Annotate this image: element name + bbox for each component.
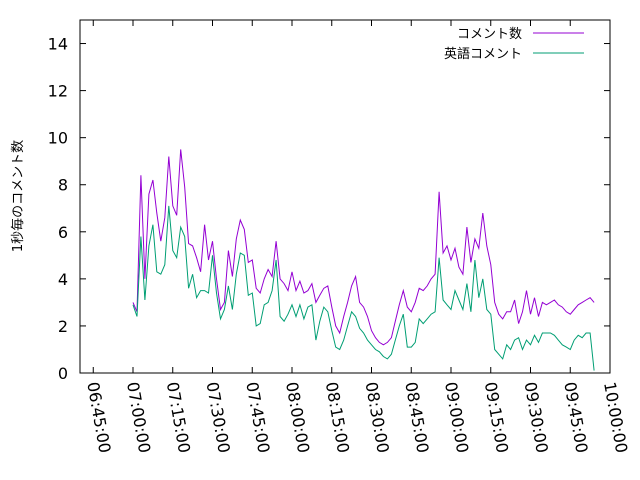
y-tick-label: 2: [58, 317, 68, 336]
plot-frame: [79, 19, 611, 374]
series-line-1: [132, 149, 595, 346]
y-tick-label: 6: [58, 223, 68, 242]
y-tick-label: 12: [48, 82, 68, 101]
plot-lines: [132, 149, 595, 371]
y-tick-label: 0: [58, 364, 68, 383]
y-tick-label: 10: [48, 129, 68, 148]
legend-label: 英語コメント: [444, 46, 522, 62]
y-axis-label: 1秒毎のコメント数: [10, 140, 26, 252]
y-tick-label: 4: [58, 270, 68, 289]
legend-label: コメント数: [457, 27, 522, 42]
y-tick-label: 8: [58, 176, 68, 195]
series-line-2: [132, 205, 595, 371]
y-tick-label: 14: [48, 35, 68, 54]
y-axis: 0 2 4 6 8 10 12 14: [48, 35, 610, 383]
